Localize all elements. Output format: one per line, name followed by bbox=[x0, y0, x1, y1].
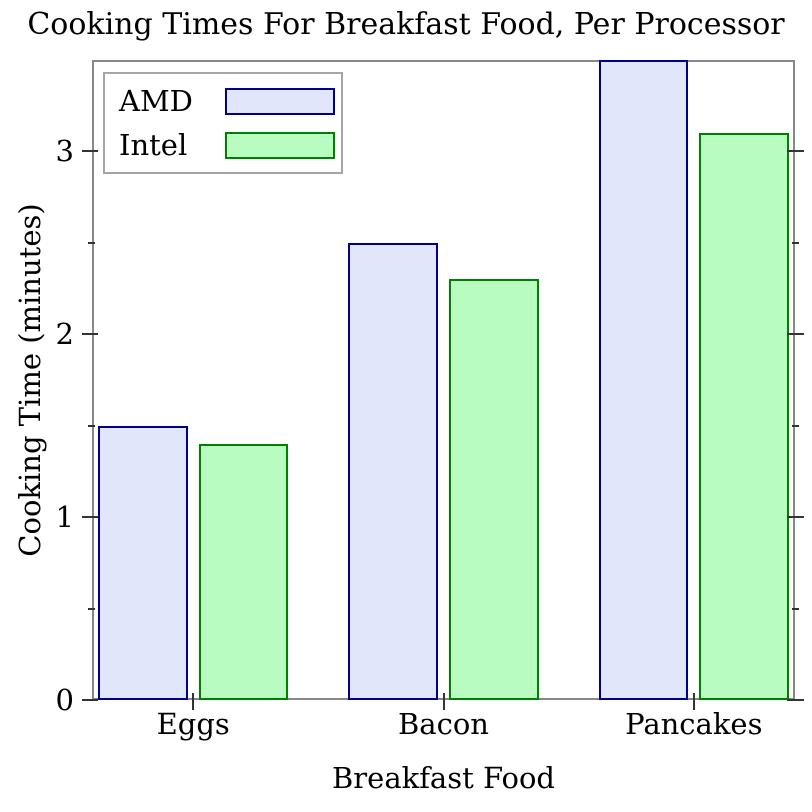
y-tick-label: 0 bbox=[55, 683, 74, 717]
legend-label-amd: AMD bbox=[119, 84, 193, 118]
x-tick bbox=[192, 693, 195, 710]
legend-swatch-intel bbox=[225, 131, 335, 159]
x-tick-label: Bacon bbox=[398, 707, 489, 741]
legend-item-intel: Intel bbox=[119, 123, 341, 167]
y-tick-minor-right bbox=[792, 607, 799, 610]
bar-amd-eggs bbox=[98, 425, 188, 700]
bar-intel-eggs bbox=[198, 444, 289, 700]
y-tick-label: 2 bbox=[55, 317, 74, 352]
x-tick-label: Eggs bbox=[156, 707, 230, 741]
y-tick-minor-right bbox=[792, 241, 799, 244]
y-tick-major bbox=[82, 516, 98, 519]
legend: AMD Intel bbox=[103, 72, 343, 174]
y-tick-major-right bbox=[787, 516, 804, 519]
bar-amd-bacon bbox=[348, 242, 438, 700]
x-axis-label: Breakfast Food bbox=[332, 761, 555, 795]
plot-area bbox=[82, 60, 804, 710]
y-tick-label: 3 bbox=[55, 134, 74, 169]
y-tick-minor bbox=[88, 607, 95, 610]
chart-title: Cooking Times For Breakfast Food, Per Pr… bbox=[27, 7, 785, 42]
legend-label-intel: Intel bbox=[119, 128, 188, 162]
y-tick-minor bbox=[88, 424, 95, 427]
legend-item-amd: AMD bbox=[119, 79, 341, 123]
bar-intel-bacon bbox=[449, 279, 539, 700]
y-tick-major-right bbox=[787, 150, 804, 153]
x-tick-label: Pancakes bbox=[625, 707, 763, 741]
y-tick-major-right bbox=[787, 699, 804, 701]
y-tick-major bbox=[82, 699, 98, 701]
x-tick bbox=[692, 693, 695, 710]
x-tick bbox=[442, 693, 445, 710]
y-tick-minor-right bbox=[792, 424, 799, 427]
y-tick-major-right bbox=[787, 333, 804, 336]
y-tick-label: 1 bbox=[55, 500, 74, 535]
bar-amd-pancakes bbox=[598, 60, 689, 700]
legend-swatch-amd bbox=[225, 87, 335, 115]
y-tick-major bbox=[82, 150, 98, 153]
y-tick-minor bbox=[88, 241, 95, 244]
bar-intel-pancakes bbox=[699, 133, 789, 700]
y-tick-major bbox=[82, 333, 98, 336]
